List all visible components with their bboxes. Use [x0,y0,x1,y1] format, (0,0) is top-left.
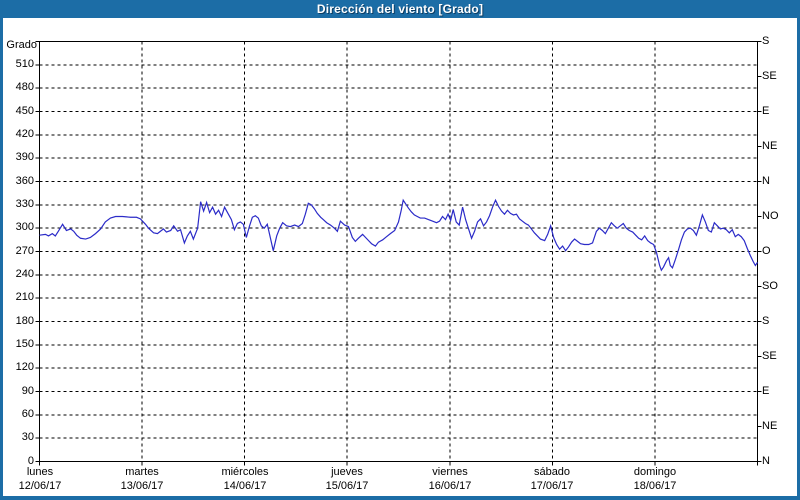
left-axis-tick-label: 510 [15,58,34,70]
right-axis-tick-label: E [762,385,770,397]
left-axis-tick-label: 120 [15,361,34,373]
x-axis-day-label: jueves [331,466,363,478]
left-axis-tick-label: 480 [15,81,34,93]
x-axis-date-label: 18/06/17 [633,480,677,492]
right-axis-tick-label: N [762,175,770,187]
left-axis-tick-label: 420 [15,128,34,140]
left-axis-tick-label: 90 [21,385,34,397]
x-axis-day-label: viernes [432,466,468,478]
right-axis-tick-label: O [762,245,771,257]
right-axis-tick-label: SE [762,350,777,362]
x-axis-date-label: 15/06/17 [325,480,369,492]
x-axis-day-label: domingo [633,466,677,478]
right-axis-tick-label: SE [762,70,777,82]
right-axis-tick-label: S [762,315,770,327]
left-axis-tick-label: 60 [21,408,34,420]
plot-frame [39,41,758,462]
x-axis-day-label: miércoles [221,466,269,478]
x-axis-day-label: lunes [26,466,54,478]
left-axis-tick-label: 240 [15,268,34,280]
chart-title: Dirección del viento [Grado] [316,2,484,16]
left-axis-tick-label: 0 [27,455,34,467]
right-axis-tick-label: NE [762,140,778,152]
right-axis-tick-label: SO [762,280,778,292]
x-axis-date-label: 16/06/17 [428,480,472,492]
x-axis-date-label: 12/06/17 [18,480,62,492]
left-axis-tick-label: 180 [15,315,34,327]
right-axis-tick-label: NO [762,210,779,222]
left-axis-tick-label: 450 [15,105,34,117]
left-axis-tick-label: 270 [15,245,34,257]
wind-direction-series-line [39,198,758,272]
chart-title-bar: Dirección del viento [Grado] [0,0,800,18]
left-axis-tick-label: 30 [21,431,34,443]
left-axis-tick-label: 150 [15,338,34,350]
left-axis-tick-label: 390 [15,151,34,163]
left-axis-tick-label: 210 [15,291,34,303]
x-axis-date-label: 14/06/17 [223,480,267,492]
right-axis-tick-label: S [762,35,770,47]
x-axis-day-label: martes [125,466,159,478]
right-axis-tick-label: E [762,105,770,117]
left-axis-tick-label: 300 [15,221,34,233]
left-axis-tick-label: 330 [15,198,34,210]
x-axis-day-label: sábado [533,466,571,478]
right-axis-tick-label: N [762,455,770,467]
left-axis-tick-label: 360 [15,175,34,187]
x-axis-date-label: 17/06/17 [530,480,574,492]
right-axis-tick-label: NE [762,420,778,432]
x-axis-date-label: 13/06/17 [120,480,164,492]
y-axis-unit-label: Grado [6,39,37,51]
